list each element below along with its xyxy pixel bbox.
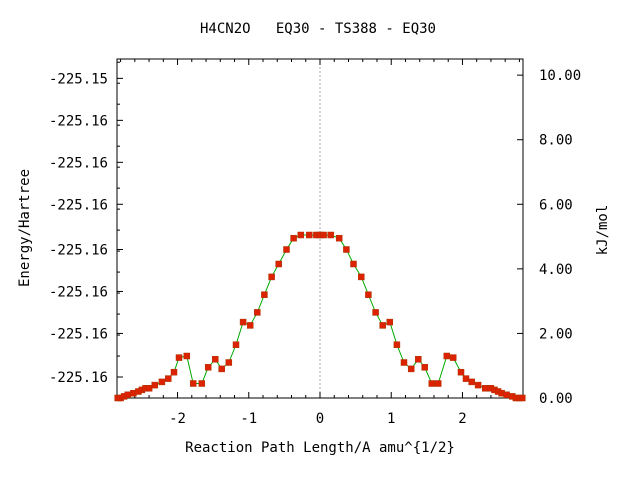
data-point xyxy=(350,260,357,268)
data-point xyxy=(503,391,510,399)
data-point xyxy=(481,385,489,392)
x-tick-label: 0 xyxy=(316,411,324,427)
x-tick-label: 1 xyxy=(387,411,395,427)
data-point xyxy=(415,356,422,363)
data-point xyxy=(124,391,131,399)
data-point xyxy=(457,368,465,376)
y-tick-label: -225.16 xyxy=(49,113,108,129)
y2-tick-label: 2.00 xyxy=(539,326,573,342)
data-point xyxy=(474,381,482,389)
data-point xyxy=(170,368,178,376)
data-point xyxy=(519,394,526,402)
data-point xyxy=(468,378,475,386)
data-point xyxy=(327,231,334,239)
y-tick-label: -225.16 xyxy=(49,155,108,171)
x-tick-label: 2 xyxy=(458,411,466,427)
data-point xyxy=(379,322,386,329)
data-point xyxy=(239,318,247,326)
data-points xyxy=(114,231,526,402)
y2-tick-label: 6.00 xyxy=(539,197,573,213)
data-point xyxy=(297,231,305,239)
y2-axis-label: kJ/mol xyxy=(595,205,611,256)
data-point xyxy=(320,231,327,239)
data-point xyxy=(400,359,408,366)
data-point xyxy=(462,375,470,382)
y-tick-label: -225.16 xyxy=(49,197,108,213)
data-point xyxy=(198,380,206,387)
x-axis: -2 -1 0 1 2 xyxy=(120,59,520,427)
data-point xyxy=(393,341,401,348)
data-point xyxy=(283,246,290,253)
data-point xyxy=(268,273,275,281)
data-point xyxy=(175,354,183,361)
data-point xyxy=(261,291,268,298)
y-tick-label: -225.15 xyxy=(49,71,108,87)
data-point xyxy=(218,365,225,373)
data-point xyxy=(151,381,159,389)
y2-tick-label: 4.00 xyxy=(539,262,573,278)
y2-tick-label: 10.00 xyxy=(539,68,581,84)
x-axis-label: Reaction Path Length/A amu^{1/2} xyxy=(185,440,455,456)
data-point xyxy=(372,309,379,316)
data-point xyxy=(428,380,436,387)
data-point xyxy=(183,352,191,360)
y-axis-label: Energy/Hartree xyxy=(17,169,33,287)
data-point xyxy=(145,385,153,392)
data-point xyxy=(449,354,457,361)
data-point xyxy=(204,364,212,371)
y-tick-label: -225.16 xyxy=(49,326,108,342)
y2-tick-label: 8.00 xyxy=(539,133,573,149)
data-point xyxy=(407,365,415,373)
chart-title: H4CN2O EQ30 - TS388 - EQ30 xyxy=(200,21,436,37)
y2-tick-label: 0.00 xyxy=(539,391,573,407)
data-point xyxy=(212,356,219,363)
data-point xyxy=(358,273,365,281)
data-point xyxy=(434,380,442,387)
y-tick-label: -225.16 xyxy=(49,284,108,300)
data-point xyxy=(165,375,172,382)
y-tick-label: -225.16 xyxy=(49,242,108,258)
data-point xyxy=(335,234,343,242)
data-point xyxy=(275,260,282,268)
x-tick-label: -2 xyxy=(169,411,186,427)
data-point xyxy=(246,322,254,329)
x-tick-label: -1 xyxy=(240,411,257,427)
data-point xyxy=(290,234,297,242)
data-point xyxy=(443,352,451,360)
data-point xyxy=(225,359,233,366)
data-point xyxy=(232,341,240,348)
data-point xyxy=(189,380,197,387)
data-point xyxy=(343,246,350,253)
data-point xyxy=(254,309,261,316)
y-axis-hartree: -225.15 -225.16 -225.16 -225.16 -225.16 -225.… xyxy=(49,61,123,399)
data-point xyxy=(365,291,372,298)
data-point xyxy=(158,378,166,386)
data-point xyxy=(306,231,313,239)
data-point xyxy=(421,364,428,371)
data-point xyxy=(386,318,394,326)
y-tick-label: -225.16 xyxy=(49,370,108,386)
y-axis-kjmol: 0.00 2.00 4.00 6.00 8.00 10.00 xyxy=(517,68,581,407)
